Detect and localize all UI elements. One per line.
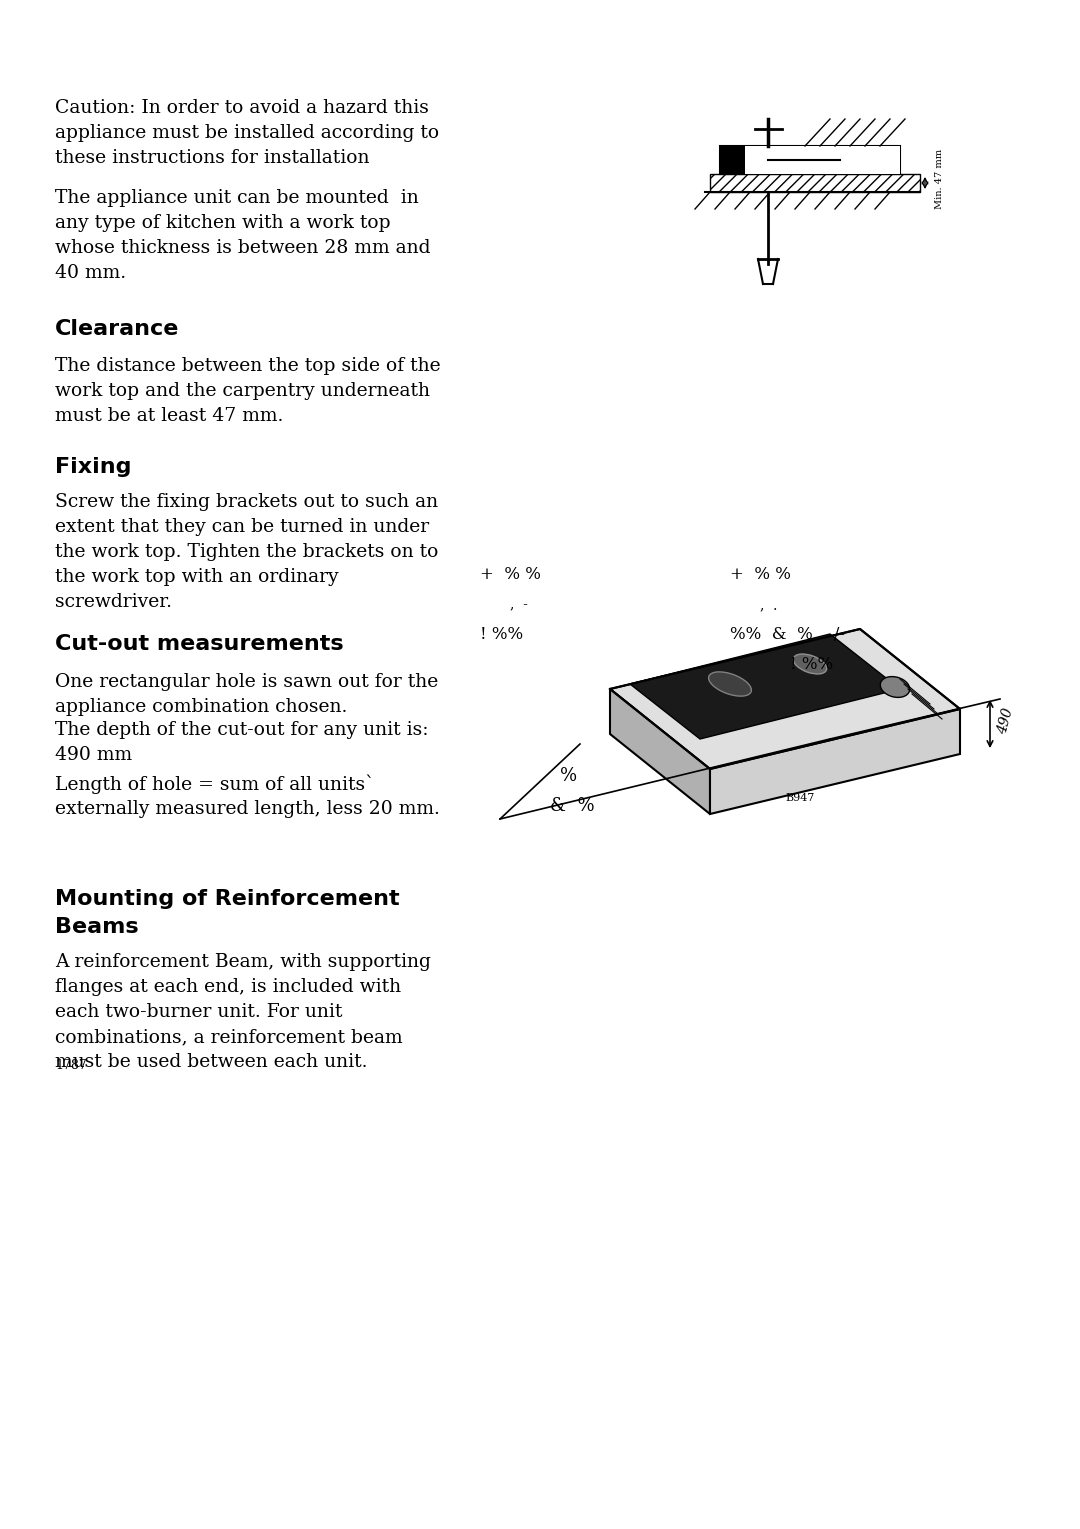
Text: ! %%: ! %%: [789, 656, 833, 673]
Text: Mounting of Reinforcement
Beams: Mounting of Reinforcement Beams: [55, 888, 400, 937]
Polygon shape: [610, 628, 960, 769]
Text: 490: 490: [995, 706, 1015, 735]
Polygon shape: [710, 709, 960, 813]
Text: ! %%: ! %%: [480, 625, 523, 644]
Text: Caution: In order to avoid a hazard this
appliance must be installed according t: Caution: In order to avoid a hazard this…: [55, 99, 440, 167]
Ellipse shape: [794, 654, 826, 674]
Polygon shape: [630, 635, 900, 739]
Ellipse shape: [708, 671, 752, 696]
Text: ,  -: , -: [510, 598, 528, 612]
Text: Screw the fixing brackets out to such an
extent that they can be turned in under: Screw the fixing brackets out to such an…: [55, 492, 438, 612]
Text: &  %: & %: [550, 797, 595, 815]
Text: A reinforcement Beam, with supporting
flanges at each end, is included with
each: A reinforcement Beam, with supporting fl…: [55, 953, 431, 1070]
Text: %: %: [561, 768, 577, 784]
Text: B947: B947: [785, 794, 814, 803]
Text: +  % %: + % %: [730, 566, 791, 583]
Text: The distance between the top side of the
work top and the carpentry underneath
m: The distance between the top side of the…: [55, 356, 441, 425]
Text: 1787: 1787: [55, 1060, 86, 1072]
Text: The appliance unit can be mounted  in
any type of kitchen with a work top
whose : The appliance unit can be mounted in any…: [55, 190, 431, 281]
Polygon shape: [610, 690, 710, 813]
FancyBboxPatch shape: [720, 145, 900, 174]
Text: Length of hole = sum of all units`
externally measured length, less 20 mm.: Length of hole = sum of all units` exter…: [55, 774, 440, 818]
Text: One rectangular hole is sawn out for the
appliance combination chosen.: One rectangular hole is sawn out for the…: [55, 673, 438, 716]
Text: ,  .: , .: [760, 598, 778, 612]
Text: The depth of the cut-out for any unit is:
490 mm: The depth of the cut-out for any unit is…: [55, 722, 429, 764]
Text: Clearance: Clearance: [55, 320, 179, 339]
FancyBboxPatch shape: [745, 145, 900, 174]
Text: Cut-out measurements: Cut-out measurements: [55, 635, 343, 654]
Text: Min. 47 mm: Min. 47 mm: [935, 148, 944, 209]
Text: %%  &  %    /-: %% & % /-: [730, 625, 845, 644]
Text: Fixing: Fixing: [55, 457, 132, 477]
Text: +  % %: + % %: [480, 566, 541, 583]
Ellipse shape: [880, 677, 909, 697]
